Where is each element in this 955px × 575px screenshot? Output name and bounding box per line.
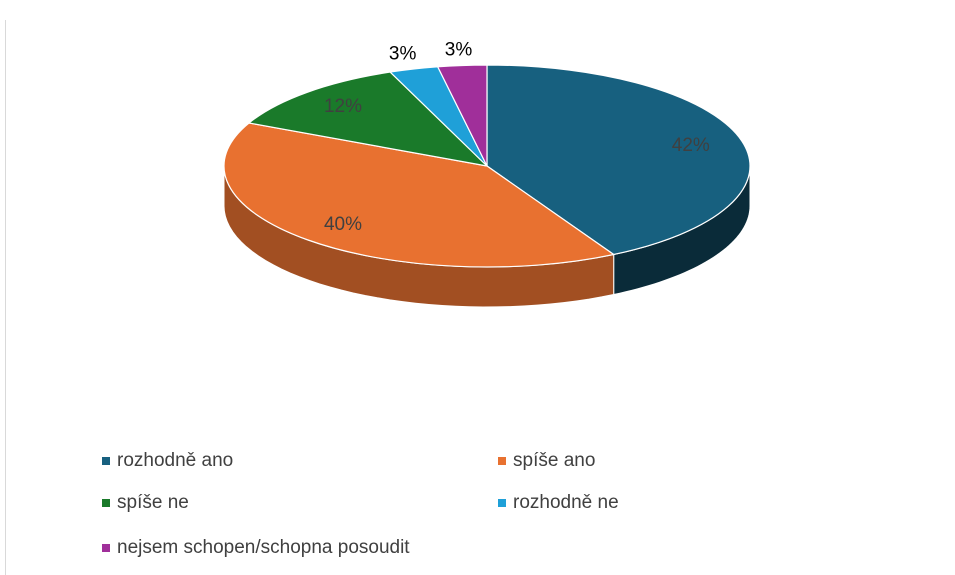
pie-slice — [436, 64, 488, 167]
data-label: 3% — [389, 43, 417, 64]
data-label: 42% — [672, 135, 710, 156]
legend-swatch — [102, 499, 110, 507]
data-label: 12% — [324, 96, 362, 117]
legend-label: nejsem schopen/schopna posoudit — [117, 537, 410, 558]
pie-slice — [247, 71, 489, 167]
pie-slice — [223, 122, 616, 268]
data-label: 40% — [324, 214, 362, 235]
legend-swatch — [498, 499, 506, 507]
legend-swatch — [102, 544, 110, 552]
legend-swatch — [102, 457, 110, 465]
legend-label: rozhodně ano — [117, 450, 233, 471]
legend-label: spíše ne — [117, 492, 189, 513]
legend-label: spíše ano — [513, 450, 595, 471]
data-label: 3% — [445, 39, 473, 60]
legend-label: rozhodně ne — [513, 492, 619, 513]
pie-slice — [486, 64, 751, 256]
legend-swatch — [498, 457, 506, 465]
